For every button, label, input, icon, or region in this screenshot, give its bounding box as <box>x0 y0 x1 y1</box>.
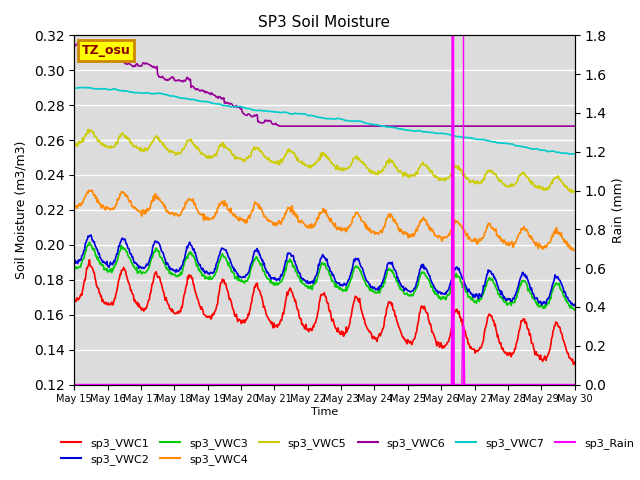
sp3_VWC4 <box>132 206 140 212</box>
sp3_VWC2 <box>571 301 579 307</box>
sp3_VWC1 <box>570 361 578 367</box>
sp3_VWC1 <box>70 298 78 304</box>
sp3_VWC7 <box>400 126 408 132</box>
sp3_VWC4 <box>70 203 78 209</box>
Legend: sp3_VWC1, sp3_VWC2, sp3_VWC3, sp3_VWC4, sp3_VWC5, sp3_VWC6, sp3_VWC7, sp3_Rain: sp3_VWC1, sp3_VWC2, sp3_VWC3, sp3_VWC4, … <box>57 433 639 469</box>
sp3_VWC5 <box>400 170 408 176</box>
sp3_VWC7 <box>78 84 86 90</box>
sp3_VWC4 <box>85 187 93 193</box>
sp3_VWC5 <box>70 142 78 148</box>
sp3_VWC6 <box>571 123 579 129</box>
Line: sp3_VWC4: sp3_VWC4 <box>74 190 575 251</box>
sp3_VWC2 <box>70 260 78 266</box>
sp3_VWC5 <box>84 127 92 132</box>
sp3_VWC4 <box>79 198 87 204</box>
sp3_Rain <box>399 382 407 387</box>
sp3_VWC3 <box>209 275 216 281</box>
sp3_VWC2 <box>386 260 394 265</box>
sp3_VWC3 <box>571 307 579 313</box>
sp3_VWC1 <box>386 300 394 306</box>
Y-axis label: Rain (mm): Rain (mm) <box>612 177 625 243</box>
sp3_VWC3 <box>86 240 93 245</box>
Y-axis label: Soil Moisture (m3/m3): Soil Moisture (m3/m3) <box>15 141 28 279</box>
sp3_VWC7 <box>565 151 573 157</box>
sp3_VWC4 <box>571 248 579 253</box>
Line: sp3_VWC2: sp3_VWC2 <box>74 235 575 306</box>
sp3_VWC6 <box>401 123 408 129</box>
sp3_VWC6 <box>70 41 78 47</box>
sp3_VWC7 <box>386 124 394 130</box>
sp3_VWC6 <box>182 76 190 82</box>
sp3_VWC2 <box>209 270 216 276</box>
sp3_VWC5 <box>570 190 577 195</box>
sp3_VWC6 <box>132 63 140 69</box>
Line: sp3_Rain: sp3_Rain <box>74 36 575 384</box>
sp3_VWC6 <box>80 43 88 48</box>
sp3_VWC7 <box>70 85 78 91</box>
sp3_VWC1 <box>79 285 87 290</box>
sp3_VWC6 <box>387 123 394 129</box>
sp3_VWC7 <box>132 90 140 96</box>
sp3_VWC3 <box>386 266 394 272</box>
sp3_VWC2 <box>79 251 87 256</box>
sp3_VWC2 <box>570 303 578 309</box>
sp3_VWC3 <box>79 256 87 262</box>
sp3_Rain <box>208 382 216 387</box>
sp3_VWC5 <box>182 141 190 147</box>
sp3_VWC6 <box>209 91 216 97</box>
sp3_VWC5 <box>209 154 216 159</box>
sp3_VWC1 <box>209 312 216 318</box>
sp3_VWC3 <box>132 265 140 271</box>
sp3_Rain <box>131 382 138 387</box>
sp3_VWC2 <box>87 232 95 238</box>
sp3_VWC7 <box>80 85 88 91</box>
sp3_VWC5 <box>132 144 140 149</box>
sp3_VWC3 <box>400 291 408 297</box>
sp3_Rain <box>385 382 392 387</box>
sp3_VWC7 <box>182 96 190 101</box>
sp3_VWC1 <box>571 360 579 365</box>
Line: sp3_VWC1: sp3_VWC1 <box>74 260 575 364</box>
sp3_VWC4 <box>400 229 408 235</box>
sp3_VWC3 <box>70 264 78 270</box>
sp3_VWC1 <box>86 257 93 263</box>
sp3_VWC4 <box>386 211 394 216</box>
sp3_VWC5 <box>386 156 394 161</box>
sp3_VWC2 <box>182 248 190 253</box>
Line: sp3_VWC6: sp3_VWC6 <box>74 42 575 126</box>
sp3_VWC1 <box>182 283 190 288</box>
sp3_Rain <box>79 382 87 387</box>
sp3_VWC4 <box>209 216 216 222</box>
sp3_VWC3 <box>182 255 190 261</box>
sp3_VWC2 <box>400 288 408 294</box>
Line: sp3_VWC3: sp3_VWC3 <box>74 242 575 310</box>
sp3_VWC6 <box>75 39 83 45</box>
sp3_Rain <box>448 33 456 38</box>
sp3_VWC6 <box>276 123 284 129</box>
X-axis label: Time: Time <box>311 407 338 417</box>
sp3_Rain <box>182 382 189 387</box>
sp3_VWC7 <box>209 100 216 106</box>
Line: sp3_VWC7: sp3_VWC7 <box>74 87 575 154</box>
Line: sp3_VWC5: sp3_VWC5 <box>74 130 575 192</box>
sp3_VWC7 <box>571 151 579 157</box>
sp3_VWC1 <box>400 336 408 342</box>
sp3_Rain <box>571 382 579 387</box>
sp3_VWC1 <box>132 300 140 305</box>
sp3_VWC4 <box>182 201 190 206</box>
sp3_VWC5 <box>79 138 87 144</box>
sp3_VWC5 <box>571 188 579 194</box>
sp3_VWC2 <box>132 260 140 265</box>
Title: SP3 Soil Moisture: SP3 Soil Moisture <box>259 15 390 30</box>
sp3_Rain <box>70 382 78 387</box>
Text: TZ_osu: TZ_osu <box>82 44 131 57</box>
